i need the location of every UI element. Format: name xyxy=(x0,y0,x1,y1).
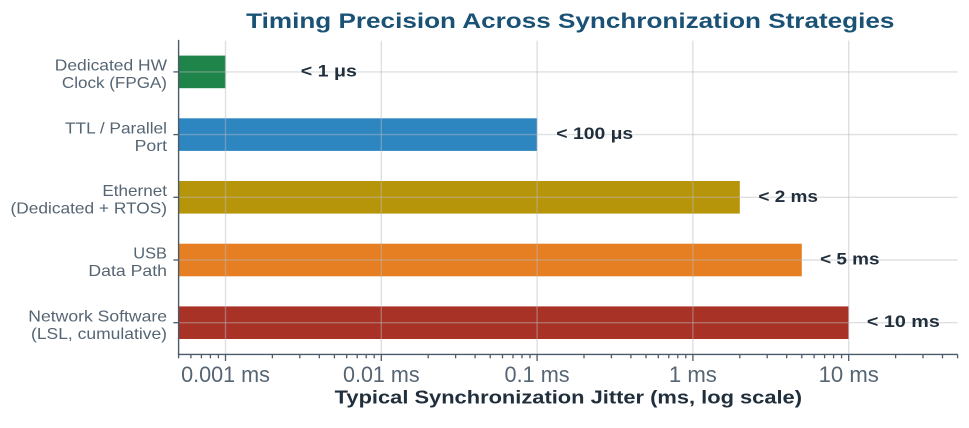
svg-text:0.001 ms: 0.001 ms xyxy=(181,362,270,387)
svg-text:1 ms: 1 ms xyxy=(669,362,717,387)
svg-text:USB: USB xyxy=(133,246,167,263)
svg-text:Data Path: Data Path xyxy=(88,263,167,280)
svg-text:< 2 ms: < 2 ms xyxy=(758,188,818,206)
svg-text:Port: Port xyxy=(135,138,168,155)
svg-text:Timing Precision Across Synchr: Timing Precision Across Synchronization … xyxy=(246,9,894,33)
svg-text:< 1 μs: < 1 μs xyxy=(301,62,357,80)
svg-text:< 10 ms: < 10 ms xyxy=(867,313,940,331)
svg-text:Network Software: Network Software xyxy=(28,308,167,325)
svg-text:0.01 ms: 0.01 ms xyxy=(343,362,420,387)
svg-text:(Dedicated + RTOS): (Dedicated + RTOS) xyxy=(11,201,168,218)
svg-text:Clock (FPGA): Clock (FPGA) xyxy=(62,75,167,92)
svg-text:< 5 ms: < 5 ms xyxy=(820,251,879,269)
svg-text:(LSL, cumulative): (LSL, cumulative) xyxy=(31,326,167,343)
svg-text:0.1 ms: 0.1 ms xyxy=(505,362,570,387)
svg-text:Ethernet: Ethernet xyxy=(102,183,167,200)
svg-text:TTL / Parallel: TTL / Parallel xyxy=(65,120,167,137)
svg-text:Typical Synchronization Jitter: Typical Synchronization Jitter (ms, log … xyxy=(335,386,802,407)
svg-text:10 ms: 10 ms xyxy=(819,362,879,387)
svg-text:< 100 μs: < 100 μs xyxy=(556,125,633,143)
svg-text:Dedicated HW: Dedicated HW xyxy=(55,58,167,75)
